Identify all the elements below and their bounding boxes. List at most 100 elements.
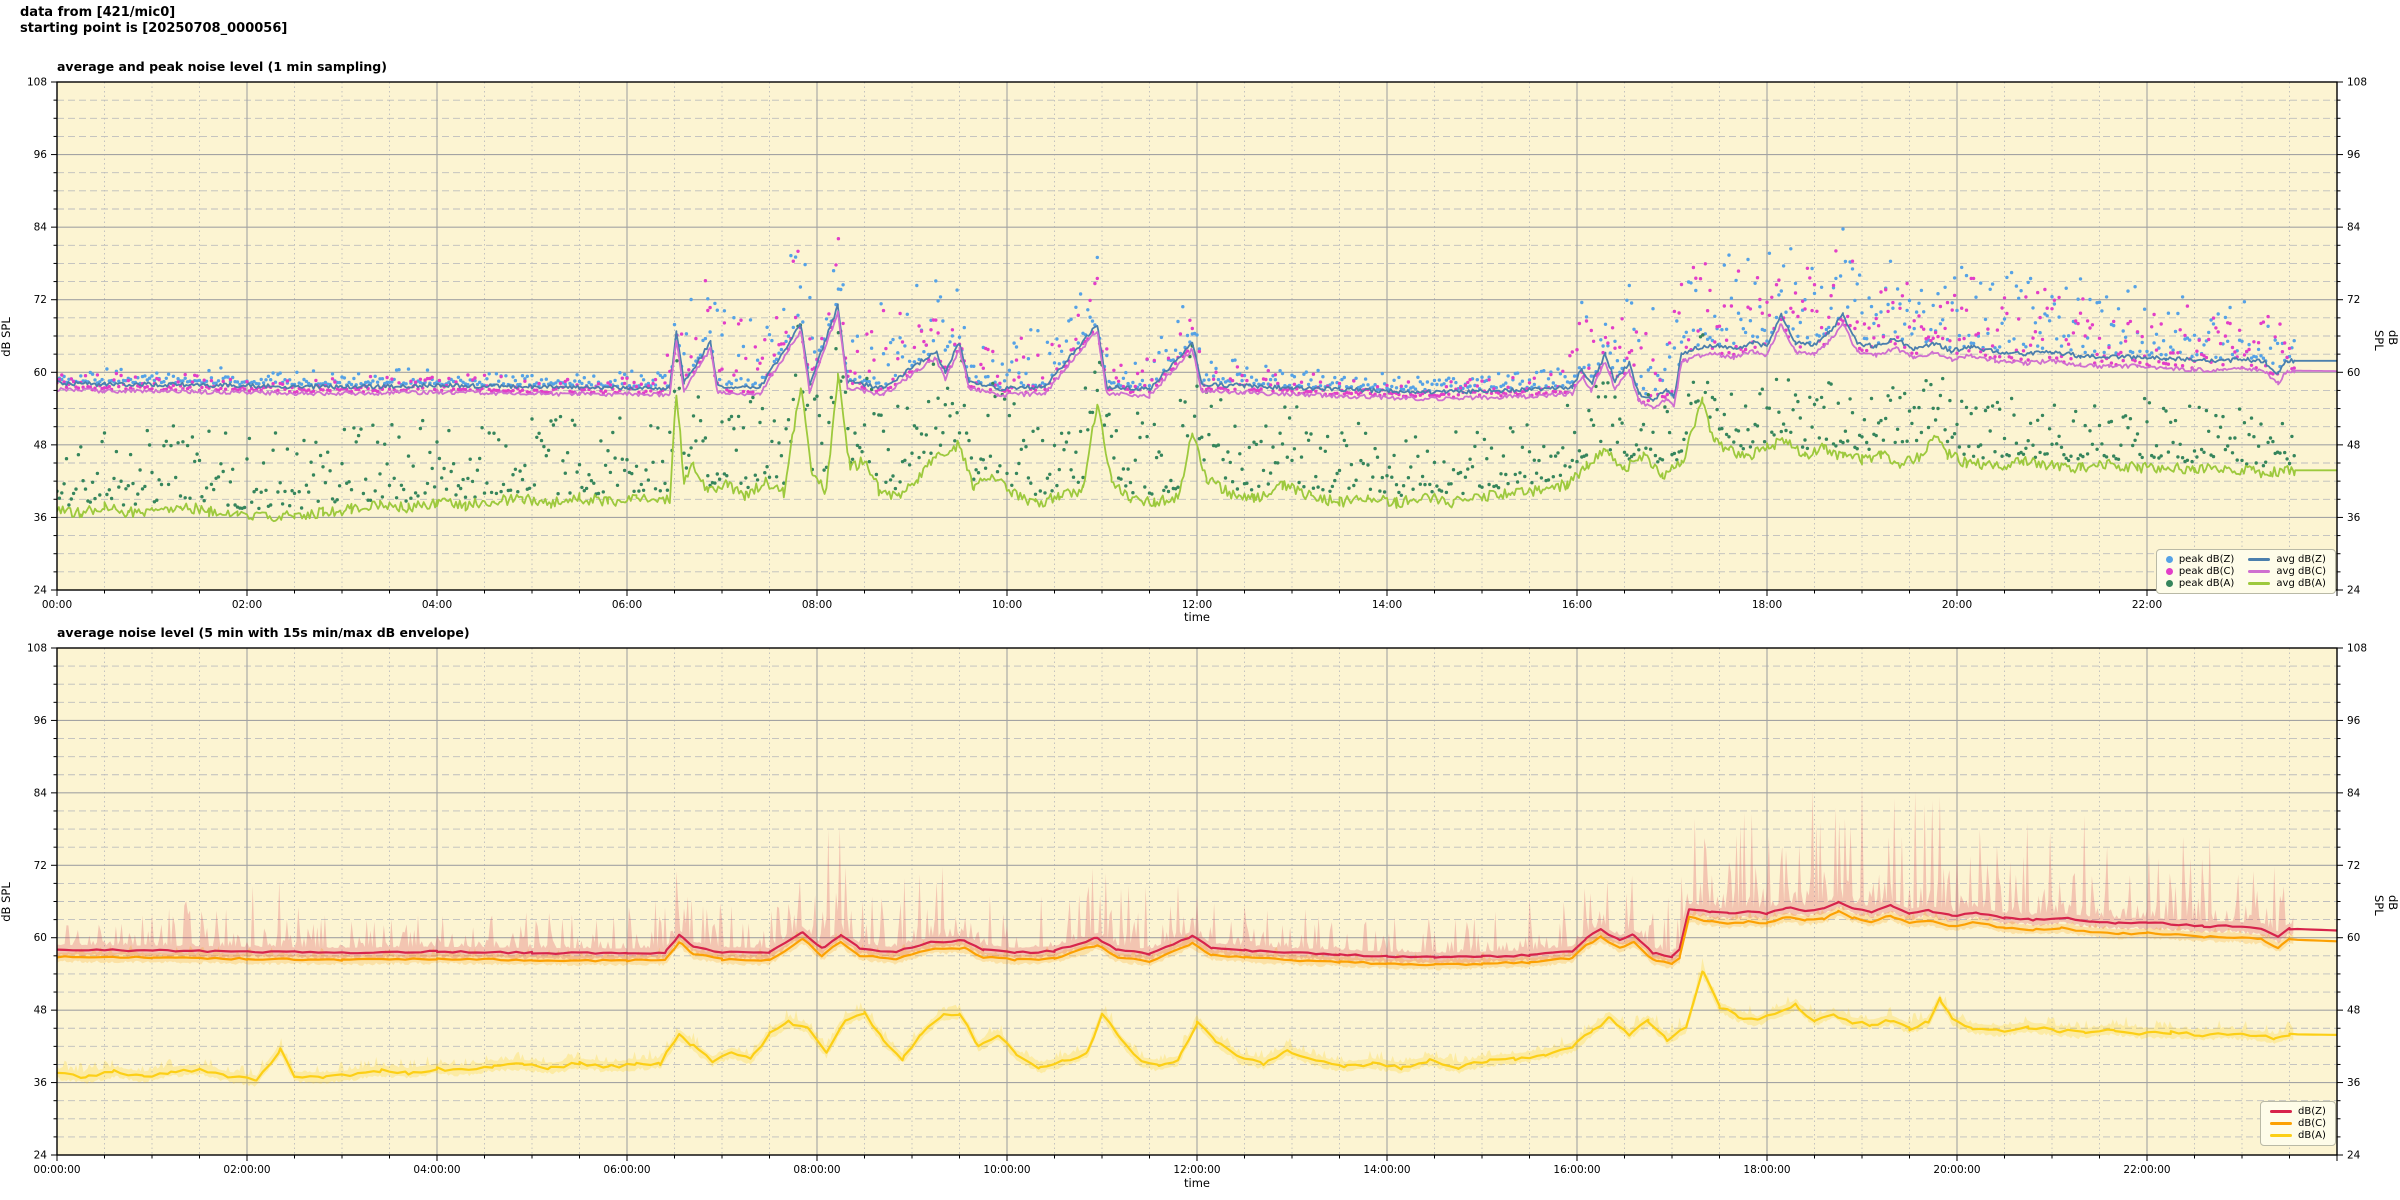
svg-text:04:00: 04:00 xyxy=(422,599,452,611)
svg-text:12:00:00: 12:00:00 xyxy=(1173,1164,1220,1176)
line-avg dB(Z) xyxy=(57,303,2337,402)
svg-text:22:00: 22:00 xyxy=(2132,599,2162,611)
svg-text:72: 72 xyxy=(34,860,47,872)
svg-text:02:00: 02:00 xyxy=(232,599,262,611)
legend-line-marker xyxy=(2270,1109,2292,1114)
svg-text:16:00: 16:00 xyxy=(1562,599,1592,611)
svg-text:24: 24 xyxy=(34,585,48,597)
svg-text:20:00:00: 20:00:00 xyxy=(1933,1164,1980,1176)
header-line-2: starting point is [20250708_000056] xyxy=(20,21,288,36)
svg-text:06:00: 06:00 xyxy=(612,599,642,611)
svg-text:84: 84 xyxy=(2347,787,2361,799)
svg-text:96: 96 xyxy=(34,149,48,161)
svg-text:36: 36 xyxy=(34,1077,48,1089)
legend-entry: dB(Z) xyxy=(2270,1106,2326,1117)
svg-text:108: 108 xyxy=(2347,77,2367,89)
svg-text:12:00: 12:00 xyxy=(1182,599,1212,611)
legend-entry: avg dB(C) xyxy=(2248,566,2326,577)
svg-text:96: 96 xyxy=(34,715,48,727)
scatter-peak dB(Z) xyxy=(57,227,2296,397)
legend-line-marker xyxy=(2270,1133,2292,1138)
tick-labels: 00:00 02:00 04:00 06:00 08:00 10:00 12:00 14:00… xyxy=(27,77,2367,612)
legend-label: dB(A) xyxy=(2298,1130,2326,1141)
tick-labels: 00:00:00 02:00:00 04:00:00 06:00:00 08:00:00… xyxy=(27,643,2367,1177)
svg-text:48: 48 xyxy=(34,1005,47,1017)
figure-header: data from [421/mic0] starting point is [… xyxy=(20,5,287,37)
svg-text:04:00:00: 04:00:00 xyxy=(413,1164,460,1176)
svg-text:24: 24 xyxy=(2347,1150,2361,1162)
svg-text:08:00:00: 08:00:00 xyxy=(793,1164,840,1176)
svg-text:10:00: 10:00 xyxy=(992,599,1022,611)
svg-text:36: 36 xyxy=(34,512,48,524)
svg-text:108: 108 xyxy=(27,77,47,89)
svg-text:00:00: 00:00 xyxy=(42,599,72,611)
svg-text:60: 60 xyxy=(34,932,47,944)
svg-text:10:00:00: 10:00:00 xyxy=(983,1164,1030,1176)
svg-text:96: 96 xyxy=(2347,149,2361,161)
svg-text:14:00: 14:00 xyxy=(1372,599,1402,611)
svg-text:60: 60 xyxy=(2347,367,2360,379)
legend-line-marker xyxy=(2248,557,2271,562)
svg-text:16:00:00: 16:00:00 xyxy=(1553,1164,1600,1176)
svg-text:36: 36 xyxy=(2347,1077,2361,1089)
svg-text:72: 72 xyxy=(34,294,47,306)
svg-text:72: 72 xyxy=(2347,294,2360,306)
legend-entry: peak dB(C) xyxy=(2165,566,2235,577)
chart2-xaxis-label: time xyxy=(1184,1176,1210,1190)
line-dB(C) xyxy=(57,909,2337,967)
legend-line-marker xyxy=(2248,569,2271,574)
series-layer xyxy=(57,785,2337,1087)
svg-text:18:00:00: 18:00:00 xyxy=(1743,1164,1790,1176)
svg-text:48: 48 xyxy=(2347,439,2360,451)
svg-text:24: 24 xyxy=(2347,585,2361,597)
legend-label: peak dB(C) xyxy=(2178,566,2235,577)
svg-text:24: 24 xyxy=(34,1150,48,1162)
svg-text:60: 60 xyxy=(2347,932,2360,944)
line-dB(A) xyxy=(57,970,2337,1082)
chart-1: 00:00 02:00 04:00 06:00 08:00 10:00 12:00 14:00… xyxy=(27,77,2367,612)
svg-text:84: 84 xyxy=(2347,222,2361,234)
line-dB(Z) xyxy=(57,900,2337,959)
series-layer xyxy=(57,227,2337,523)
chart1-title: average and peak noise level (1 min samp… xyxy=(57,59,387,74)
legend-label: avg dB(C) xyxy=(2276,566,2326,577)
legend-dot-marker xyxy=(2165,556,2173,563)
svg-text:00:00:00: 00:00:00 xyxy=(33,1164,80,1176)
svg-text:36: 36 xyxy=(2347,512,2361,524)
legend-dot-marker xyxy=(2165,580,2173,587)
legend-dot-marker xyxy=(2165,568,2173,575)
svg-text:48: 48 xyxy=(34,439,47,451)
chart1-legend: peak dB(Z) peak dB(C) peak dB(A) avg dB(Z) a… xyxy=(2155,549,2336,594)
svg-text:14:00:00: 14:00:00 xyxy=(1363,1164,1410,1176)
svg-text:108: 108 xyxy=(27,643,47,655)
legend-label: avg dB(A) xyxy=(2276,578,2326,589)
legend-entry: dB(A) xyxy=(2270,1130,2326,1141)
legend-label: peak dB(Z) xyxy=(2178,554,2235,565)
svg-text:18:00: 18:00 xyxy=(1752,599,1782,611)
band-dB(Z) envelope xyxy=(57,785,2294,965)
svg-text:108: 108 xyxy=(2347,643,2367,655)
line-avg dB(A) xyxy=(57,372,2337,523)
scatter-peak dB(A) xyxy=(57,323,2296,511)
chart-2: 00:00:00 02:00:00 04:00:00 06:00:00 08:00:00… xyxy=(27,643,2367,1177)
chart2-title: average noise level (5 min with 15s min/… xyxy=(57,625,470,640)
ticks xyxy=(51,647,2343,1161)
svg-text:48: 48 xyxy=(2347,1005,2360,1017)
legend-label: dB(Z) xyxy=(2298,1106,2326,1117)
svg-text:72: 72 xyxy=(2347,860,2360,872)
legend-line-marker xyxy=(2270,1121,2292,1126)
svg-text:84: 84 xyxy=(34,787,48,799)
line-avg dB(C) xyxy=(57,310,2337,410)
svg-text:22:00:00: 22:00:00 xyxy=(2123,1164,2170,1176)
legend-entry: avg dB(Z) xyxy=(2248,554,2326,565)
svg-text:96: 96 xyxy=(2347,715,2361,727)
legend-entry: avg dB(A) xyxy=(2248,578,2326,589)
legend-entry: peak dB(A) xyxy=(2165,578,2235,589)
svg-text:20:00: 20:00 xyxy=(1942,599,1972,611)
legend-entry: dB(C) xyxy=(2270,1118,2326,1129)
legend-label: avg dB(Z) xyxy=(2276,554,2326,565)
chart1-xaxis-label: time xyxy=(1184,610,1210,624)
svg-text:08:00: 08:00 xyxy=(802,599,832,611)
legend-label: dB(C) xyxy=(2298,1118,2326,1129)
